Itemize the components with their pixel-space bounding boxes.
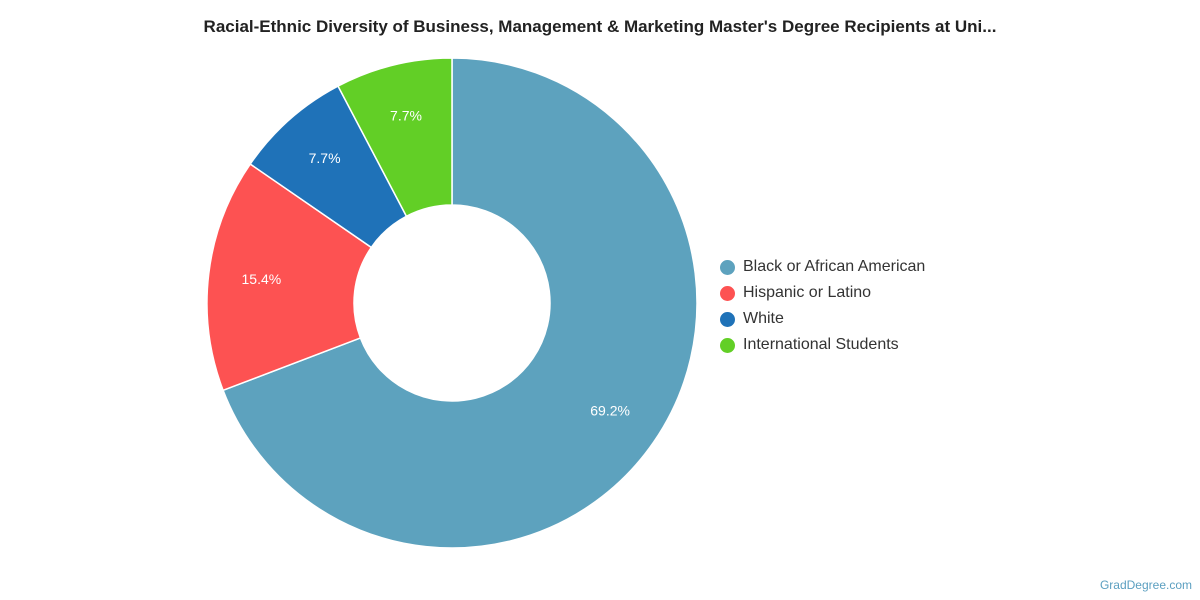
legend-label: International Students [743,336,899,353]
slice-black-or-african-american[interactable] [222,57,698,549]
slice-value-label: 15.4% [242,271,282,287]
legend-item-black-or-african-american[interactable]: Black or African American [720,254,925,280]
source-credit-link[interactable]: GradDegree.com [1099,578,1192,592]
legend-swatch-icon [720,285,735,301]
slice-labels: 69.2% 15.4% 7.7% 7.7% [242,107,630,418]
legend-item-international-students[interactable]: International Students [720,332,925,358]
legend-item-white[interactable]: White [720,306,925,332]
slice-value-label: 7.7% [390,107,422,123]
slice-value-label: 69.2% [590,403,630,419]
legend-label: Hispanic or Latino [743,284,872,301]
legend-swatch-icon [720,311,735,327]
slice-international-students[interactable] [337,57,453,218]
slice-hispanic-or-latino[interactable] [206,162,373,392]
legend-label: Black or African American [743,258,926,275]
legend-item-hispanic-or-latino[interactable]: Hispanic or Latino [720,280,925,306]
legend: Black or African American Hispanic or La… [720,254,925,358]
legend-label: White [743,310,784,327]
legend-swatch-icon [720,259,735,275]
slice-value-label: 7.7% [309,150,341,166]
legend-swatch-icon [720,337,735,353]
chart-title: Racial-Ethnic Diversity of Business, Man… [203,17,997,36]
donut-slices [206,57,698,549]
